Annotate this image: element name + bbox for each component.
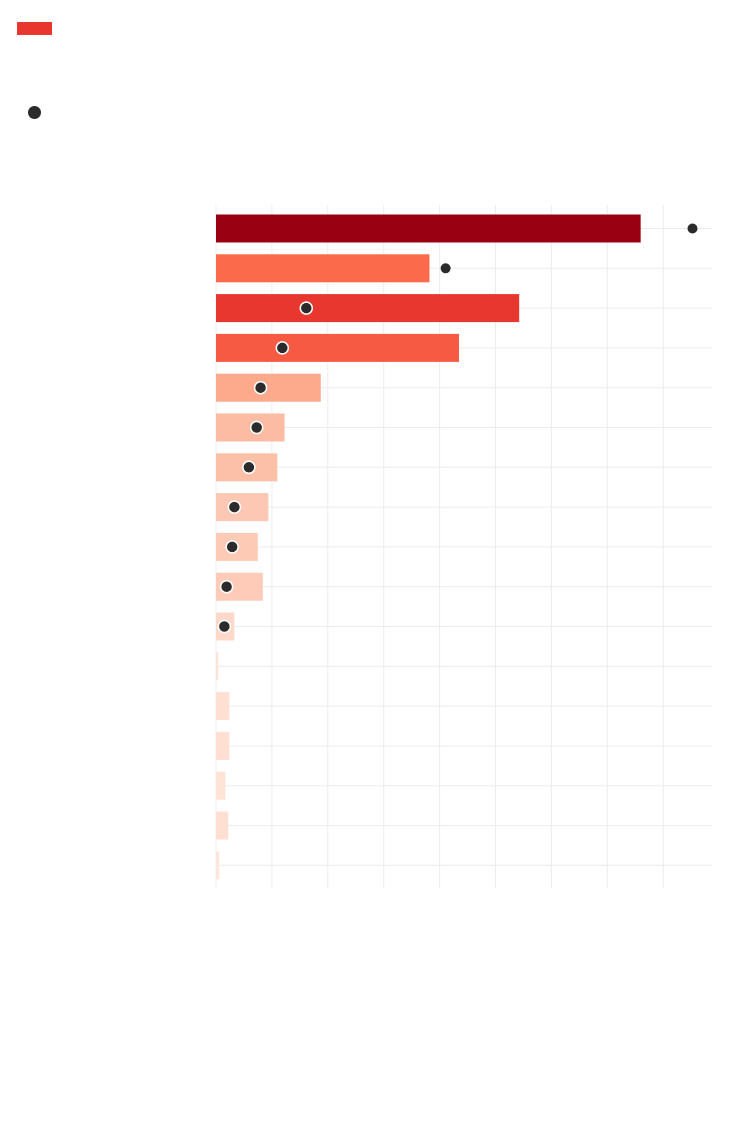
dot-marker [217,619,232,634]
bar [216,214,641,243]
bar [216,851,220,880]
legend-dot-marker [28,106,41,119]
chart-dots [217,223,698,634]
bar [216,771,226,800]
bar [216,254,430,283]
bar [216,731,230,760]
chart-bars [216,214,641,880]
bar [216,811,229,840]
dot-marker [219,579,234,594]
dot-marker [249,420,264,435]
dot-marker [687,223,698,234]
bar [216,373,321,402]
dot-marker [253,380,268,395]
dot-marker [275,341,290,355]
legend-bar-swatch [17,22,52,35]
bar [216,493,269,522]
bar [216,294,520,323]
dot-marker [225,540,239,554]
bar [216,692,230,721]
bar [216,652,219,681]
dot-marker [440,263,451,274]
dot-marker [242,460,256,475]
bar [216,333,459,362]
dot-marker [299,301,314,315]
dot-marker [227,500,242,514]
